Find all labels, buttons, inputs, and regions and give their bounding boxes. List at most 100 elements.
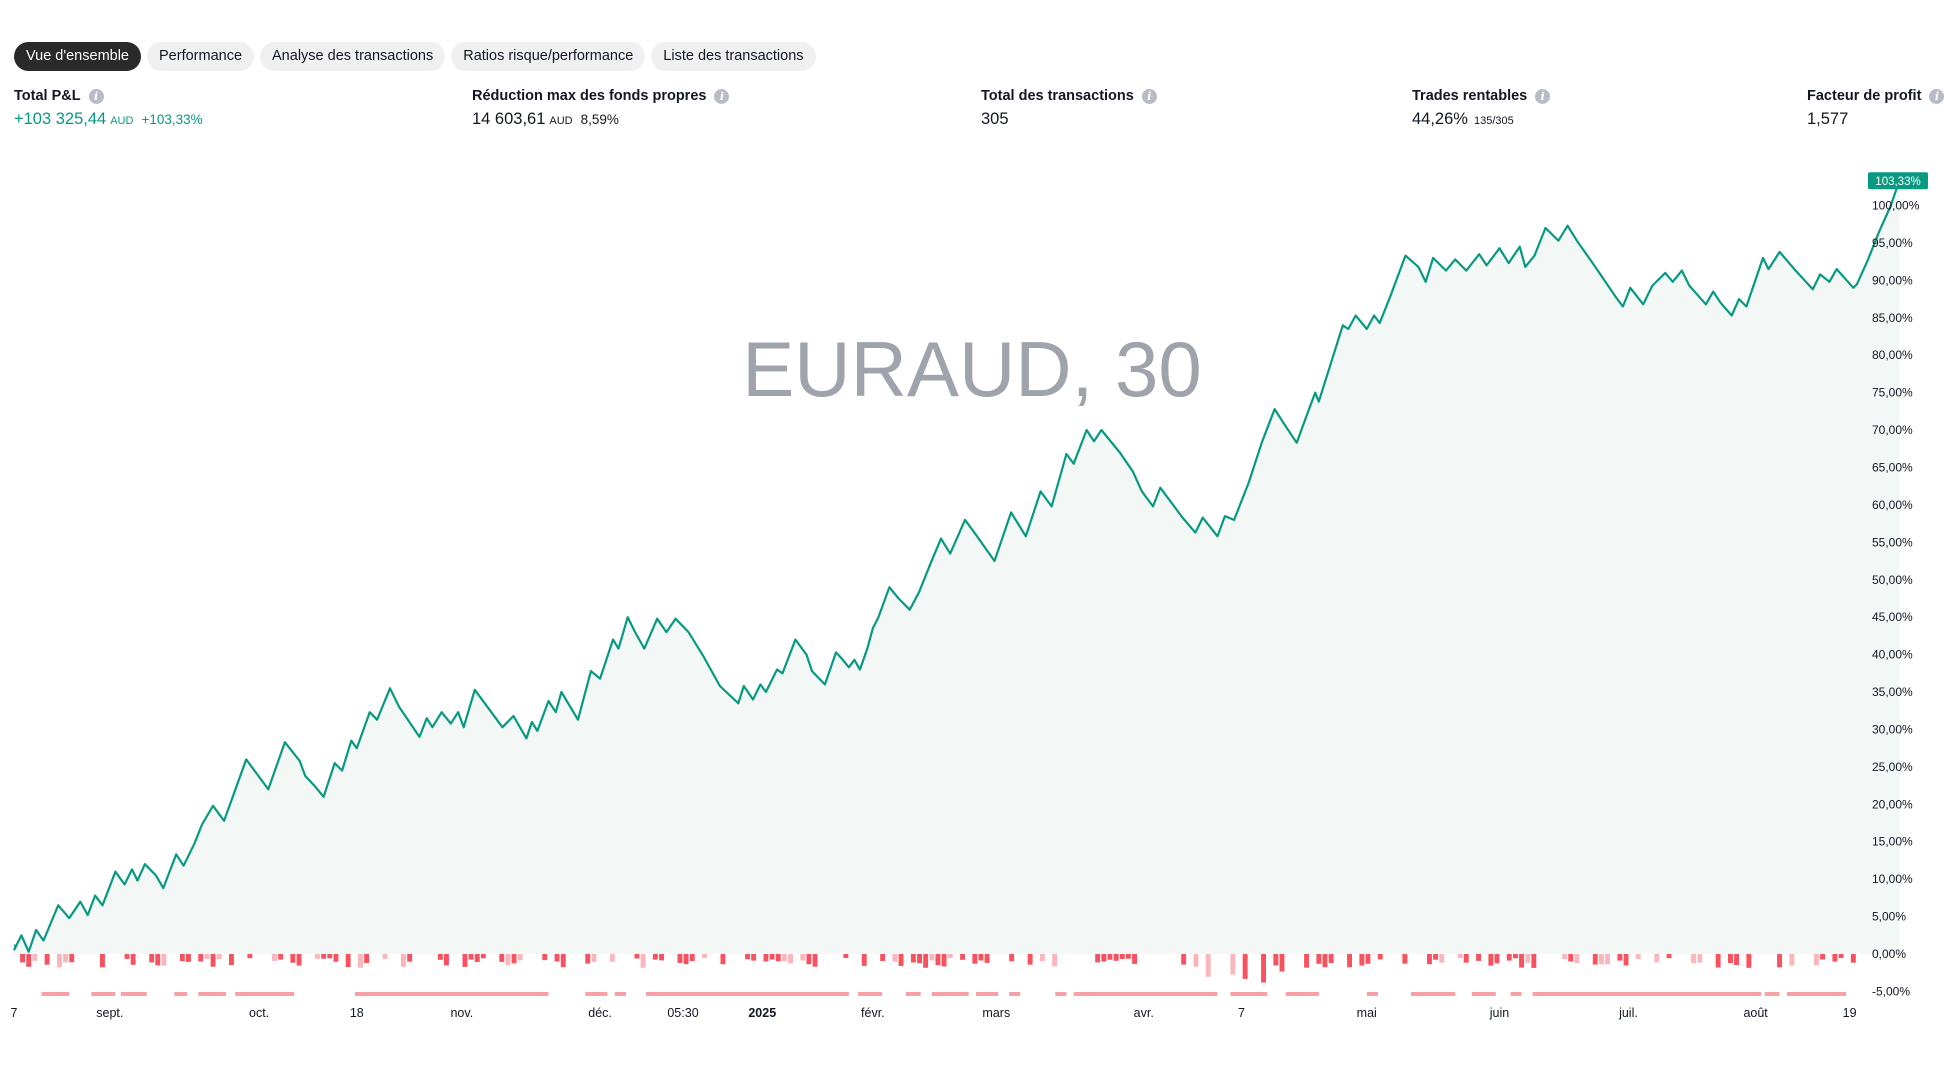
trade-bar: [941, 954, 947, 967]
trade-bar: [1592, 954, 1598, 965]
trade-bar: [1316, 954, 1322, 964]
y-tick-label: 15,00%: [1872, 835, 1913, 849]
trade-bar: [984, 954, 990, 963]
drawdown-segment: [355, 992, 549, 996]
trade-bar: [1488, 954, 1494, 966]
drawdown-segment: [906, 992, 921, 996]
x-tick-label: 7: [1238, 1006, 1245, 1020]
drawdown-segment: [1471, 992, 1496, 996]
trade-bar: [763, 954, 769, 962]
tab-trades-list[interactable]: Liste des transactions: [651, 42, 816, 71]
trade-bar: [1728, 954, 1733, 964]
trade-bar: [1838, 954, 1844, 959]
trade-bar: [560, 954, 566, 968]
chart-watermark: EURAUD, 30: [742, 325, 1201, 413]
trade-bar: [1095, 954, 1101, 963]
tab-trades-analysis[interactable]: Analyse des transactions: [260, 42, 446, 71]
trade-bar: [210, 954, 216, 967]
trade-bar: [806, 954, 812, 965]
trade-bar: [659, 954, 664, 961]
trade-bar: [1832, 954, 1838, 962]
drawdown-segment: [91, 992, 116, 996]
stat-max-drawdown: Réduction max des fonds propres i 14 603…: [472, 88, 730, 129]
y-tick-label: 80,00%: [1872, 348, 1913, 362]
trade-bar: [315, 954, 320, 959]
stat-label: Total P&L: [14, 88, 81, 104]
trade-bar: [751, 954, 757, 961]
info-icon[interactable]: i: [88, 88, 104, 104]
trade-bar: [186, 954, 191, 962]
y-tick-label: 25,00%: [1872, 760, 1913, 774]
info-icon[interactable]: i: [1929, 88, 1945, 104]
trade-bar: [781, 954, 787, 962]
drawdown-segment: [931, 992, 969, 996]
trade-bar: [327, 954, 333, 959]
trade-bar: [1402, 954, 1408, 964]
equity-line: [13, 180, 1901, 953]
trade-bar: [272, 954, 277, 961]
trade-bar: [358, 954, 363, 968]
trade-bar: [278, 954, 284, 960]
tab-overview[interactable]: Vue d'ensemble: [14, 42, 141, 71]
trade-bar: [229, 954, 234, 966]
trade-bar: [677, 954, 683, 963]
trade-bar: [216, 954, 222, 960]
trade-bar: [511, 954, 517, 964]
equity-area: [14, 180, 1900, 955]
trade-bar: [689, 954, 695, 962]
trade-bar: [800, 954, 806, 961]
info-icon[interactable]: i: [1535, 88, 1551, 104]
trade-bar: [1777, 954, 1782, 968]
drawdown-segment: [198, 992, 226, 996]
trade-bar: [161, 954, 167, 966]
trade-bar: [149, 954, 155, 963]
info-icon[interactable]: i: [714, 88, 730, 104]
y-tick-label: 50,00%: [1872, 573, 1913, 587]
stat-value: 1,577: [1807, 110, 1849, 128]
trade-bar: [1132, 954, 1137, 964]
trade-bar: [198, 954, 204, 962]
y-tick-label: 45,00%: [1872, 610, 1913, 624]
trade-bar: [444, 954, 449, 966]
trade-bar: [1746, 954, 1752, 968]
trade-bar: [247, 954, 253, 959]
trade-bar: [609, 954, 615, 962]
trade-bar: [947, 954, 953, 959]
trade-bar: [1052, 954, 1058, 967]
trade-bar: [1119, 954, 1125, 959]
x-tick-label: mai: [1357, 1006, 1377, 1020]
trade-bar: [468, 954, 474, 960]
trade-bar: [124, 954, 130, 959]
tab-risk-ratios[interactable]: Ratios risque/performance: [451, 42, 646, 71]
trade-bar: [480, 954, 486, 959]
tab-bar: Vue d'ensemble Performance Analyse des t…: [14, 42, 816, 71]
drawdown-segment: [1073, 992, 1218, 996]
last-value-label: 103,33%: [1875, 176, 1920, 188]
trade-bar: [640, 954, 646, 968]
drawdown-segment: [1285, 992, 1319, 996]
trade-bar: [32, 954, 38, 961]
trade-bar: [26, 954, 32, 967]
x-tick-label: 2025: [748, 1006, 776, 1020]
trade-bar: [1666, 954, 1672, 959]
tab-performance[interactable]: Performance: [147, 42, 255, 71]
drawdown-segment: [1366, 992, 1378, 996]
drawdown-segment: [614, 992, 626, 996]
y-tick-label: 60,00%: [1872, 498, 1913, 512]
equity-chart[interactable]: EURAUD, 30 -5,00% 0,00% 5,00% 10,00% 15,00% 2…: [0, 160, 1946, 1060]
stat-total-trades: Total des transactions i 305: [981, 88, 1157, 129]
stat-profitable-trades: Trades rentables i 44,26% 135/305: [1412, 88, 1551, 129]
drawdown-segment: [858, 992, 883, 996]
x-tick-label: nov.: [450, 1006, 473, 1020]
stat-label: Réduction max des fonds propres: [472, 88, 707, 104]
trade-bar: [683, 954, 689, 965]
trade-bar: [745, 954, 750, 960]
info-icon[interactable]: i: [1141, 88, 1157, 104]
stat-value: +103 325,44: [14, 110, 107, 128]
trade-bar: [474, 954, 480, 962]
trade-bar: [364, 954, 370, 963]
y-tick-label: 75,00%: [1872, 386, 1913, 400]
trade-bar: [1623, 954, 1629, 966]
trade-bar: [843, 954, 849, 958]
trade-bar: [57, 954, 62, 968]
